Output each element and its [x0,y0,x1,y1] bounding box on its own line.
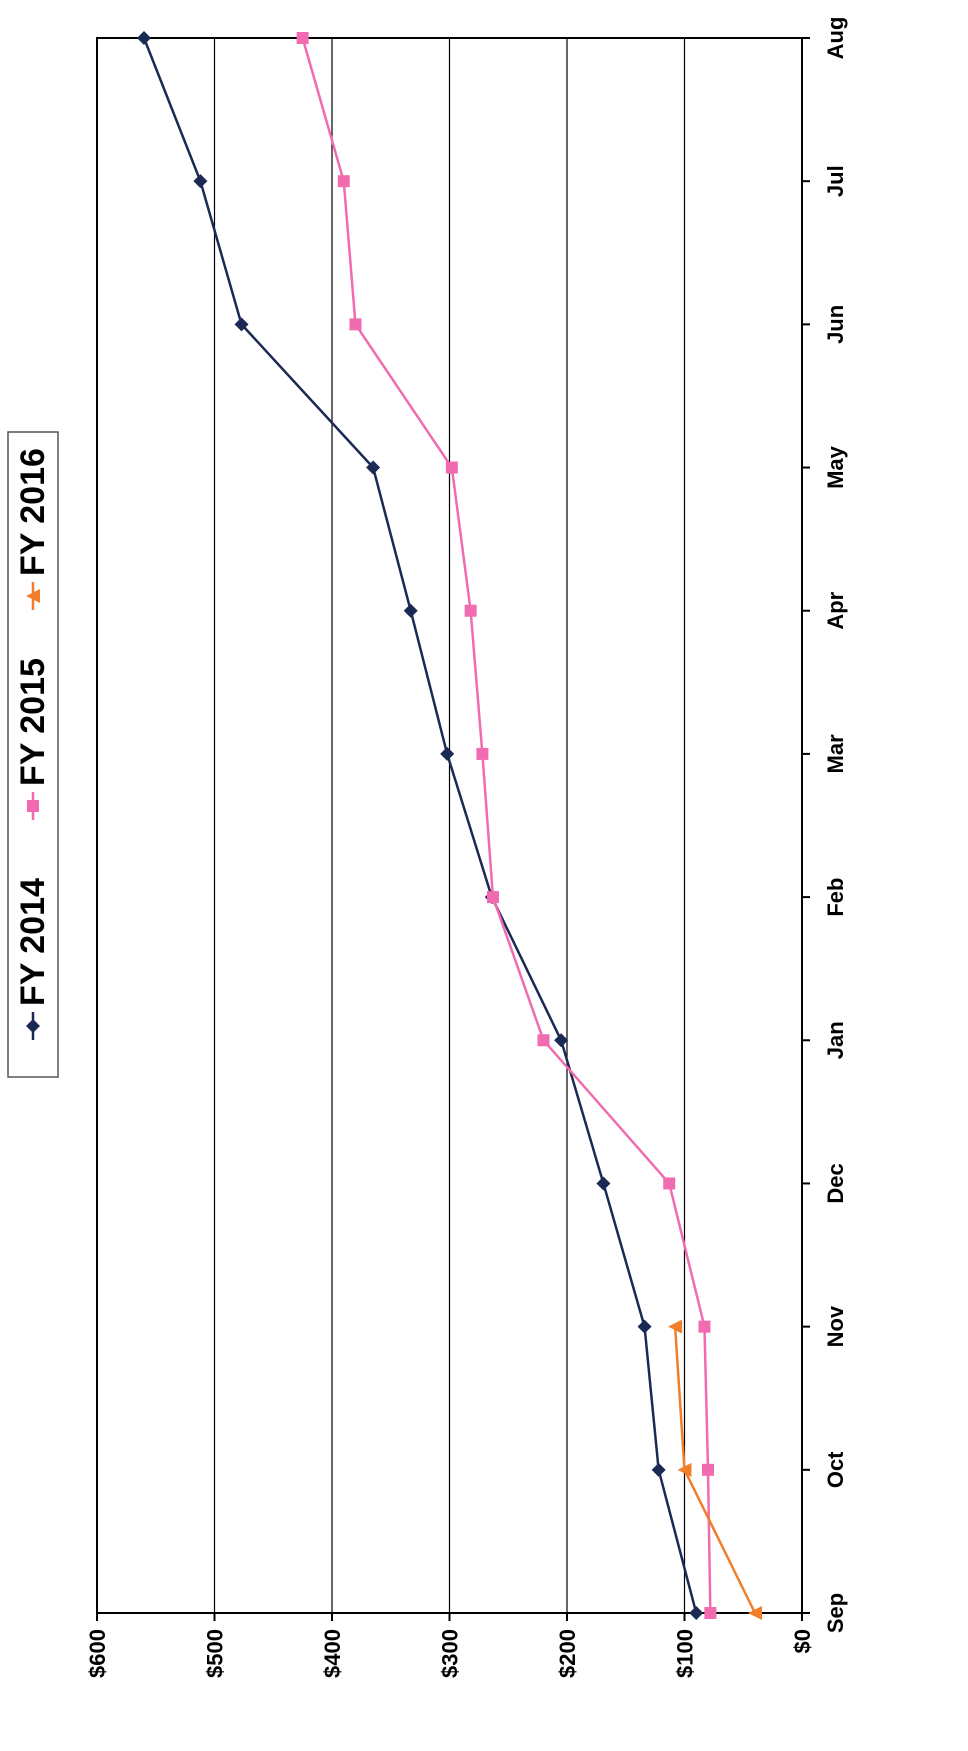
legend-label: FY 2014 [14,878,52,1006]
series-line [301,37,712,1614]
category-tick-label: Dec [823,1163,848,1203]
value-tick-label: $0 [790,1629,815,1653]
data-point [651,1462,666,1477]
category-tick-label: Apr [823,591,848,629]
data-point [137,31,151,45]
category-tick-label: May [823,445,848,489]
data-point [440,746,455,761]
data-point [403,603,418,618]
data-point [26,589,40,603]
data-point [702,1463,714,1476]
data-point [445,461,458,474]
data-point [193,174,208,189]
legend-entry: FY 2016 [14,448,52,610]
data-point [337,175,350,188]
data-point [596,1176,611,1191]
data-point [537,1034,550,1047]
series-fy-2016 [668,1319,762,1620]
value-tick-label: $100 [673,1629,698,1678]
category-tick-label: Oct [823,1451,848,1488]
series-line [142,37,698,1614]
category-tick-label: Sep [823,1593,848,1633]
value-tick-label: $200 [555,1629,580,1678]
data-point [748,1606,762,1620]
data-point [464,604,477,617]
data-point [663,1177,676,1190]
category-tick-label: Aug [823,17,848,60]
category-tick-label: Nov [823,1305,848,1347]
legend-label: FY 2016 [14,448,52,576]
data-point [698,1320,711,1333]
value-tick-label: $500 [203,1629,228,1678]
category-tick-label: Feb [823,878,848,917]
data-point [296,32,309,44]
data-point [554,1033,569,1048]
value-tick-label: $400 [320,1629,345,1678]
value-tick-label: $600 [85,1629,110,1678]
category-tick-label: Jul [823,165,848,197]
legend: FY 2014 FY 2015 FY 2016 [7,431,59,1078]
value-tick-label: $300 [438,1629,463,1678]
axis-ticks: $0 $100 $200 $300 $400 $500 $600 Sep Oct Nov Dec Ja… [85,17,848,1678]
series-fy-2015 [296,32,717,1619]
series-layer [137,31,762,1620]
data-point [26,1019,40,1033]
data-point [637,1319,652,1334]
legend-entry: FY 2015 [14,658,52,820]
data-point [234,317,249,332]
legend-box [7,431,59,1078]
data-point [704,1607,717,1619]
data-point [677,1462,692,1477]
gridlines [213,38,686,1613]
series-fy-2014 [137,31,704,1620]
data-point [27,800,39,812]
data-point [689,1606,704,1620]
data-point [349,318,362,331]
legend-entry: FY 2014 [14,878,52,1040]
category-tick-label: Mar [823,734,848,774]
legend-label: FY 2015 [14,658,52,786]
data-point [476,747,489,760]
data-point [486,891,499,904]
category-tick-label: Jan [823,1021,848,1059]
data-point [366,460,381,475]
data-point [668,1319,683,1334]
category-tick-label: Jun [823,305,848,344]
